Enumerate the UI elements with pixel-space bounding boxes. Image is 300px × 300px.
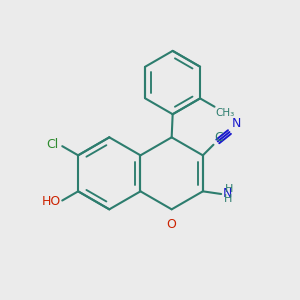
Text: O: O (167, 218, 177, 231)
Text: C: C (214, 131, 223, 144)
Text: Cl: Cl (46, 138, 58, 151)
Text: HO: HO (41, 195, 61, 208)
Text: CH₃: CH₃ (215, 108, 235, 118)
Text: N: N (232, 117, 242, 130)
Text: N: N (223, 187, 232, 200)
Text: H: H (224, 194, 233, 204)
Text: H: H (225, 184, 234, 194)
